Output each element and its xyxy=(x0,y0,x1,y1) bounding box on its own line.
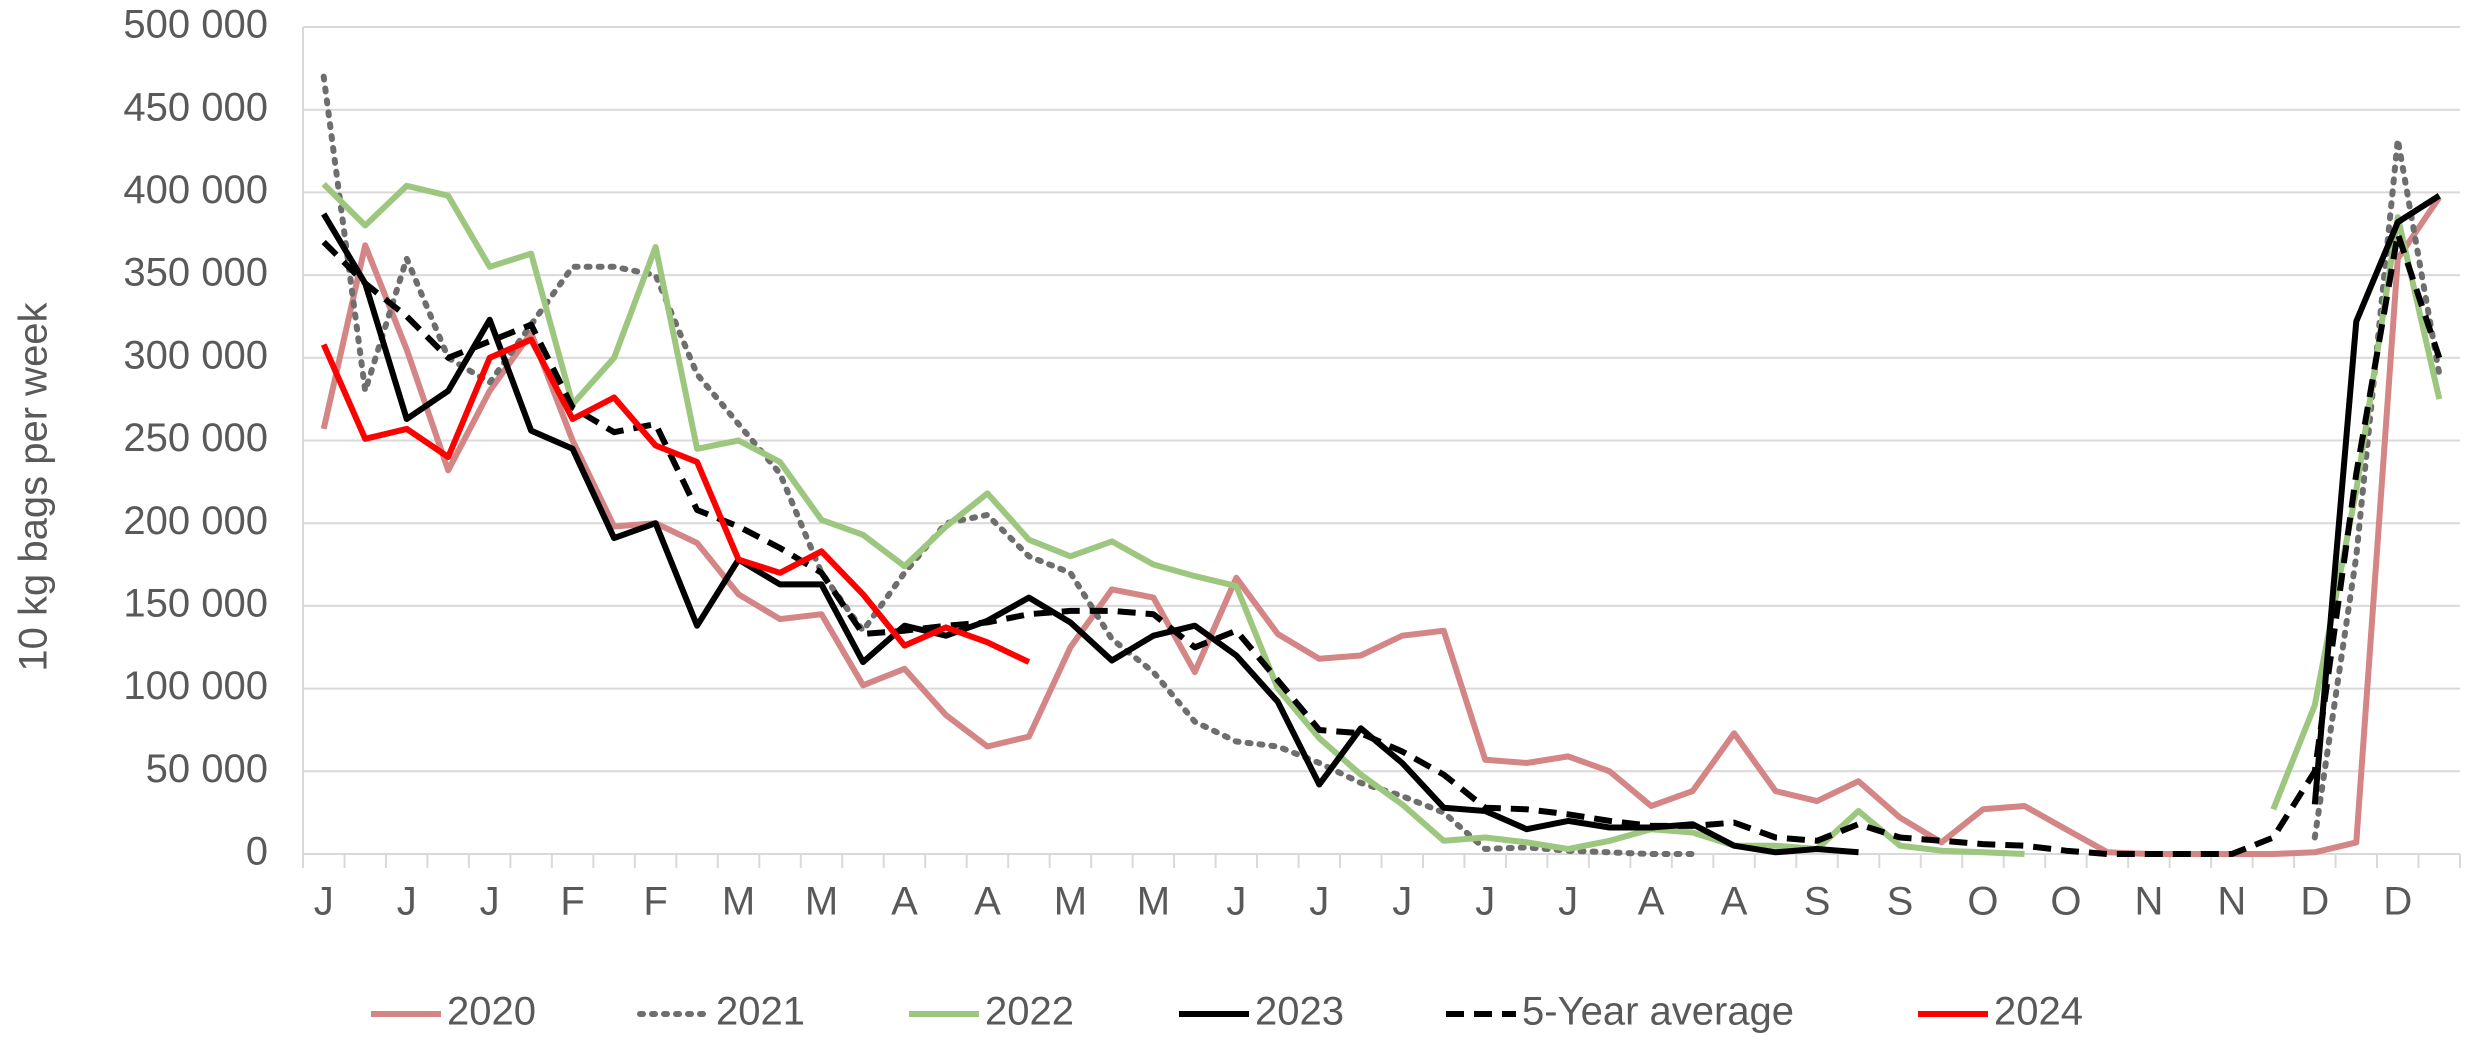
x-tick-label: J xyxy=(1558,880,1578,924)
y-tick-label: 150 000 xyxy=(123,581,268,625)
y-tick-label: 500 000 xyxy=(123,3,268,47)
x-tick-label: A xyxy=(974,880,1001,924)
x-tick-label: F xyxy=(643,880,667,924)
x-tick-label: J xyxy=(1475,880,1495,924)
x-tick-label: J xyxy=(1226,880,1246,924)
y-tick-label: 400 000 xyxy=(123,168,268,212)
legend-label: 2020 xyxy=(447,990,536,1034)
y-tick-label: 0 xyxy=(246,830,268,874)
x-tick-label: J xyxy=(480,880,500,924)
line-series xyxy=(321,193,2441,856)
legend-label: 2024 xyxy=(1994,990,2083,1034)
legend-label: 2023 xyxy=(1255,990,1344,1034)
x-tick-label: M xyxy=(805,880,838,924)
x-tick-label: J xyxy=(314,880,334,924)
x-tick-label: O xyxy=(1967,880,1998,924)
x-tick-label: S xyxy=(1804,880,1831,924)
x-tick-label: A xyxy=(891,880,918,924)
x-tick-label: A xyxy=(1638,880,1665,924)
y-tick-label: 300 000 xyxy=(123,333,268,377)
line-series xyxy=(320,195,2442,857)
y-tick-label: 100 000 xyxy=(123,664,268,708)
legend-label: 2022 xyxy=(985,990,1074,1034)
y-tick-label: 450 000 xyxy=(123,85,268,129)
x-tick-label: O xyxy=(2050,880,2081,924)
legend-label: 5-Year average xyxy=(1522,990,1794,1034)
y-tick-label: 250 000 xyxy=(123,416,268,460)
y-tick-label: 350 000 xyxy=(123,251,268,295)
y-tick-label: 50 000 xyxy=(146,747,268,791)
legend-label: 2021 xyxy=(716,990,805,1034)
x-tick-label: M xyxy=(722,880,755,924)
x-tick-label: N xyxy=(2217,880,2246,924)
y-axis-label: 10 kg bags per week xyxy=(12,301,56,671)
x-tick-label: J xyxy=(397,880,417,924)
x-tick-label: M xyxy=(1137,880,1170,924)
x-tick-label: F xyxy=(560,880,584,924)
line-series xyxy=(321,181,2443,857)
x-tick-label: J xyxy=(1309,880,1329,924)
line-series xyxy=(321,230,2443,857)
x-tick-label: N xyxy=(2134,880,2163,924)
y-tick-label: 200 000 xyxy=(123,499,268,543)
x-tick-label: D xyxy=(2383,880,2412,924)
x-tick-label: S xyxy=(1887,880,1914,924)
x-tick-label: D xyxy=(2300,880,2329,924)
x-tick-label: M xyxy=(1054,880,1087,924)
x-tick-label: A xyxy=(1721,880,1748,924)
line-series xyxy=(320,336,1031,665)
x-tick-label: J xyxy=(1392,880,1412,924)
